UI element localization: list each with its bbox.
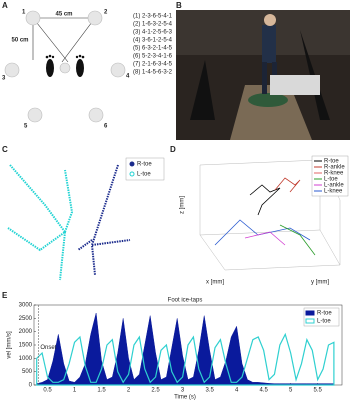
legend-label: L-toe — [137, 172, 151, 178]
sequence: (8) 1-4-5-6-3-2 — [133, 70, 173, 76]
legend-swatch — [305, 310, 315, 316]
x-tick-label: 4 — [235, 388, 239, 394]
panel-a — [4, 10, 126, 123]
ball-number: 4 — [126, 74, 130, 80]
y-axis-label: vel [mm/s] — [7, 331, 13, 359]
panel-label: B — [176, 1, 182, 10]
x-tick-label: 5 — [289, 388, 293, 394]
axis-label: x [mm] — [206, 280, 224, 286]
series-area — [36, 312, 335, 386]
x-axis-label: Time (s) — [174, 395, 196, 401]
y-tick-label: 2500 — [19, 316, 33, 322]
x-tick-label: 2 — [127, 388, 131, 394]
y-tick-label: 500 — [22, 369, 33, 375]
x-tick-label: 3 — [181, 388, 185, 394]
legend-box — [311, 155, 349, 197]
legend-box — [125, 157, 165, 181]
sequence: (6) 5-2-3-4-1-6 — [133, 54, 173, 60]
x-tick-label: 5.5 — [314, 388, 323, 394]
ball-number: 1 — [22, 10, 26, 16]
series-area — [36, 332, 335, 386]
x-tick-label: 1.5 — [97, 388, 106, 394]
x-tick-label: 3.5 — [205, 388, 214, 394]
panel-label: E — [2, 291, 8, 300]
chart-title: Foot ice-taps — [168, 298, 203, 304]
legend-swatch — [305, 318, 315, 324]
y-tick-label: 1000 — [19, 356, 33, 362]
axis-label: z [mm] — [180, 196, 186, 214]
sequence: (1) 2-3-6-5-4-1 — [133, 14, 173, 20]
sequence: (3) 4-1-2-5-6-3 — [133, 30, 173, 36]
distance: 50 cm — [11, 38, 28, 44]
ball-number: 6 — [104, 124, 108, 130]
y-tick-label: 1500 — [19, 343, 33, 349]
panel-label: A — [2, 1, 8, 10]
y-tick-label: 2000 — [19, 329, 33, 335]
panel-label: C — [2, 145, 8, 154]
legend-label: R-knee — [324, 171, 344, 177]
axis-label: y [mm] — [311, 280, 329, 286]
sequence: (7) 2-1-6-3-4-5 — [133, 62, 173, 68]
sequence: (2) 1-6-3-2-5-4 — [133, 22, 173, 28]
x-tick-label: 0.5 — [43, 388, 52, 394]
legend-marker — [129, 171, 135, 177]
ball-number: 3 — [2, 76, 6, 82]
legend-label: L-toe — [324, 177, 338, 183]
legend-marker — [129, 161, 135, 167]
y-tick-label: 0 — [29, 383, 33, 389]
distance: 45 cm — [55, 12, 72, 18]
photo — [176, 10, 350, 140]
panel-label: D — [170, 145, 176, 154]
legend-label: R-toe — [324, 159, 339, 165]
sequence: (5) 6-3-2-1-4-5 — [133, 46, 173, 52]
legend-label: L-ankle — [324, 183, 344, 189]
legend-label: R-toe — [137, 162, 152, 168]
ball-number: 5 — [24, 124, 28, 130]
legend-label: L-knee — [324, 189, 343, 195]
x-tick-label: 2.5 — [151, 388, 160, 394]
legend-label: L-toe — [317, 319, 331, 325]
sequence: (4) 3-6-1-2-5-4 — [133, 38, 173, 44]
legend-label: R-ankle — [324, 165, 345, 171]
x-tick-label: 4.5 — [259, 388, 268, 394]
3d-trajectories — [214, 177, 316, 256]
ball-number: 2 — [104, 10, 108, 16]
trajectory-plot — [7, 164, 131, 281]
legend-label: R-toe — [317, 311, 332, 317]
x-tick-label: 1 — [73, 388, 77, 394]
annotation: Onset — [40, 345, 56, 351]
y-tick-label: 3000 — [19, 303, 33, 309]
